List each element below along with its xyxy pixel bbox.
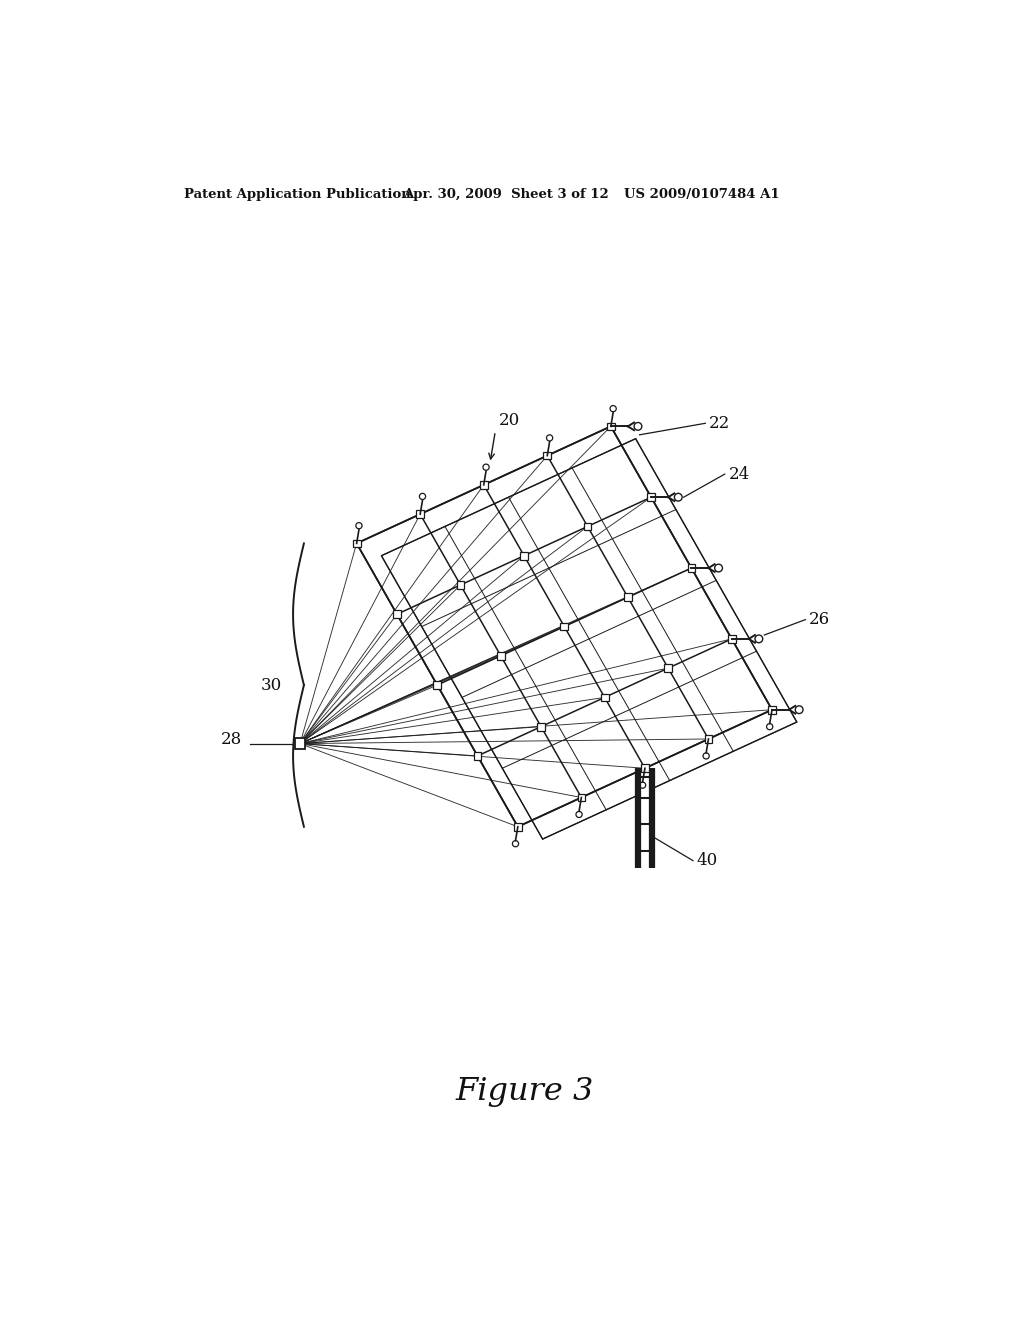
Polygon shape (647, 494, 655, 502)
Polygon shape (480, 480, 487, 488)
Polygon shape (393, 610, 400, 618)
Polygon shape (768, 706, 776, 714)
Polygon shape (514, 822, 521, 830)
Polygon shape (584, 523, 592, 531)
Polygon shape (705, 735, 713, 743)
Polygon shape (687, 564, 695, 572)
Polygon shape (295, 738, 305, 748)
Polygon shape (457, 581, 464, 589)
Polygon shape (520, 552, 528, 560)
Polygon shape (433, 681, 441, 689)
Polygon shape (417, 511, 424, 517)
Text: 24: 24 (729, 466, 750, 483)
Polygon shape (728, 635, 735, 643)
Text: 30: 30 (261, 677, 282, 693)
Text: 22: 22 (710, 414, 730, 432)
Polygon shape (474, 752, 481, 760)
Polygon shape (497, 652, 505, 660)
Text: Patent Application Publication: Patent Application Publication (183, 187, 411, 201)
Text: Figure 3: Figure 3 (456, 1076, 594, 1107)
Polygon shape (578, 793, 586, 801)
Polygon shape (560, 623, 568, 631)
Text: US 2009/0107484 A1: US 2009/0107484 A1 (624, 187, 779, 201)
Text: Apr. 30, 2009  Sheet 3 of 12: Apr. 30, 2009 Sheet 3 of 12 (403, 187, 609, 201)
Polygon shape (624, 594, 632, 601)
Text: 20: 20 (500, 412, 520, 429)
Text: 26: 26 (809, 611, 830, 628)
Polygon shape (538, 723, 545, 730)
Polygon shape (544, 451, 551, 459)
Polygon shape (607, 422, 614, 430)
Polygon shape (641, 764, 649, 772)
Text: 28: 28 (221, 731, 242, 748)
Polygon shape (601, 693, 608, 701)
Text: 40: 40 (697, 853, 718, 869)
Polygon shape (352, 540, 360, 548)
Polygon shape (665, 664, 672, 672)
